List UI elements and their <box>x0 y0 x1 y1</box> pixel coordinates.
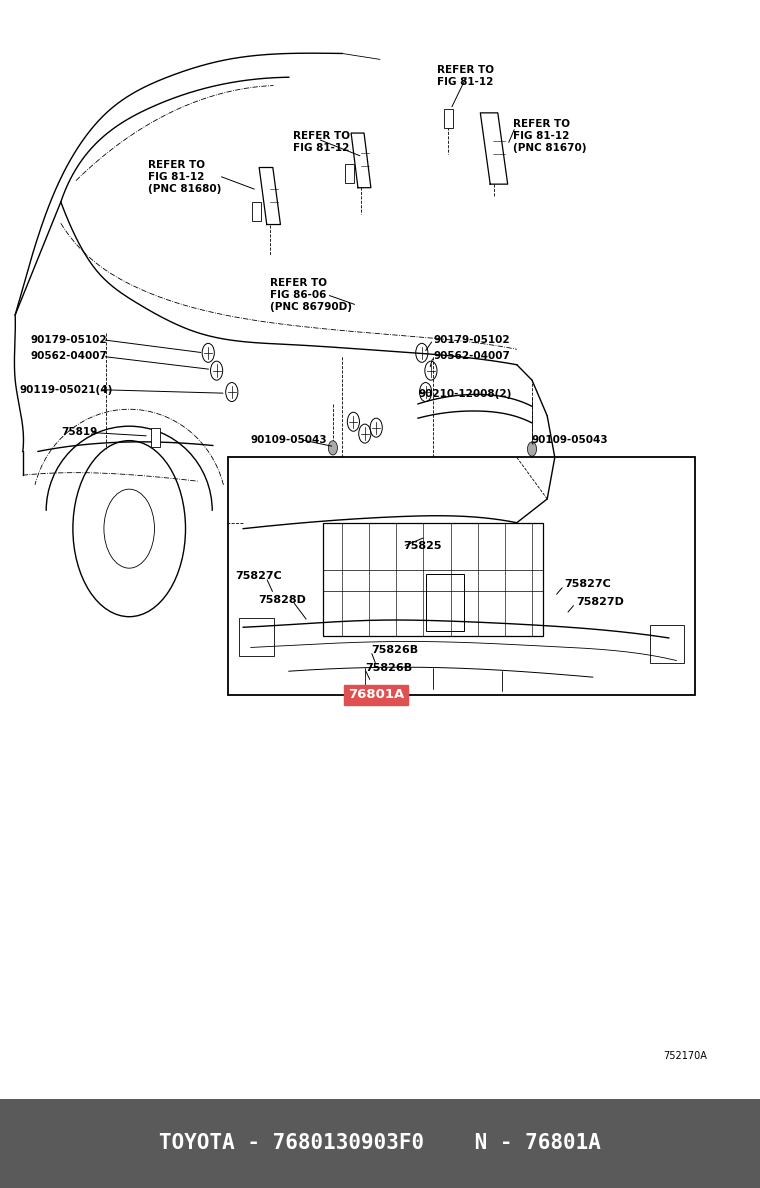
Text: 90179-05102: 90179-05102 <box>433 335 510 345</box>
Text: 76801A: 76801A <box>348 689 404 701</box>
Text: 75827C: 75827C <box>564 580 611 589</box>
Text: 90179-05102: 90179-05102 <box>30 335 107 345</box>
Text: REFER TO
FIG 81-12
(PNC 81670): REFER TO FIG 81-12 (PNC 81670) <box>513 119 587 153</box>
Text: 90109-05043: 90109-05043 <box>532 435 609 444</box>
Bar <box>239 618 274 656</box>
Text: REFER TO
FIG 81-12
(PNC 81680): REFER TO FIG 81-12 (PNC 81680) <box>148 160 222 195</box>
Text: 75827C: 75827C <box>236 571 283 581</box>
Text: REFER TO
FIG 86-06
(PNC 86790D): REFER TO FIG 86-06 (PNC 86790D) <box>270 278 352 312</box>
Text: 75826B: 75826B <box>365 663 412 672</box>
Bar <box>151 428 160 447</box>
Text: REFER TO
FIG 81-12: REFER TO FIG 81-12 <box>437 65 494 88</box>
Bar <box>345 164 354 183</box>
Text: 90210-12008(2): 90210-12008(2) <box>418 390 511 399</box>
Bar <box>426 574 464 631</box>
Bar <box>444 109 453 128</box>
Text: 75826B: 75826B <box>371 645 418 655</box>
Circle shape <box>328 441 337 455</box>
Circle shape <box>527 442 537 456</box>
Text: REFER TO
FIG 81-12: REFER TO FIG 81-12 <box>293 131 350 153</box>
Text: 90109-05043: 90109-05043 <box>251 435 328 444</box>
Text: 75825: 75825 <box>403 542 442 551</box>
Bar <box>323 523 543 636</box>
Text: 752170A: 752170A <box>663 1051 707 1061</box>
Bar <box>650 625 684 663</box>
Bar <box>0 1099 760 1188</box>
Text: 90562-04007: 90562-04007 <box>30 352 107 361</box>
Text: 90119-05021(4): 90119-05021(4) <box>19 385 112 394</box>
Text: 75827D: 75827D <box>576 598 624 607</box>
Text: 90562-04007: 90562-04007 <box>433 352 510 361</box>
Text: 75828D: 75828D <box>258 595 306 605</box>
Text: TOYOTA - 7680130903F0    N - 76801A: TOYOTA - 7680130903F0 N - 76801A <box>159 1133 601 1154</box>
Bar <box>252 202 261 221</box>
Text: 75819: 75819 <box>61 428 97 437</box>
Bar <box>228 457 695 695</box>
